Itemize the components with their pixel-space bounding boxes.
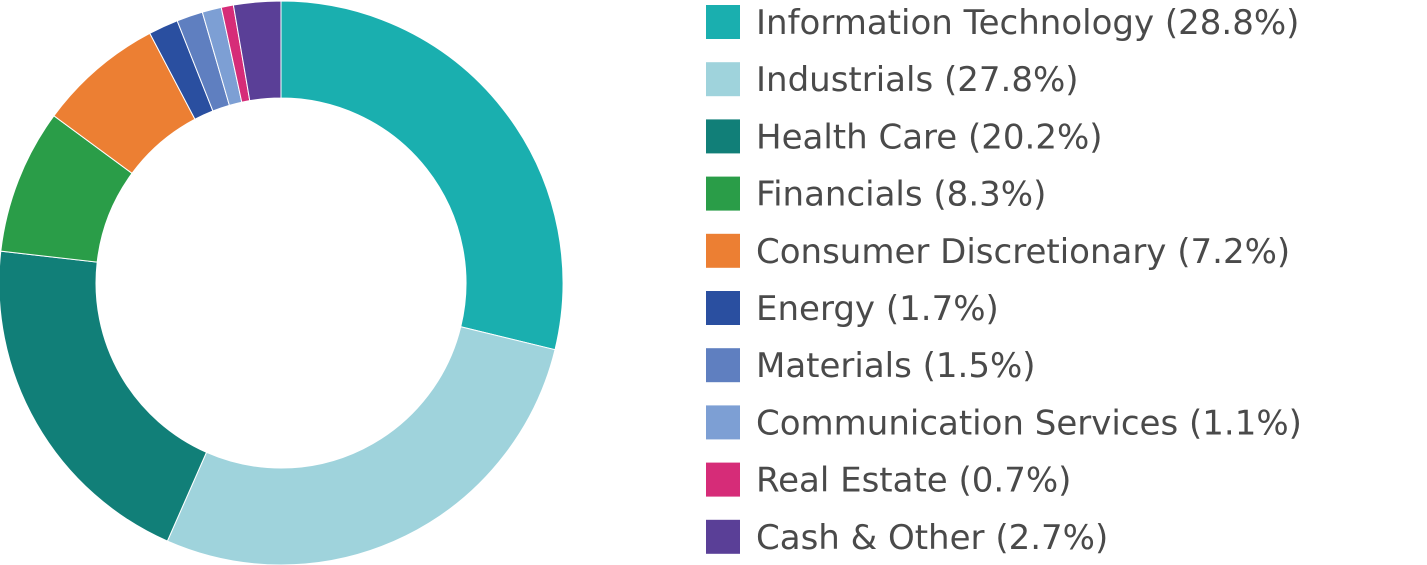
- legend-label: Information Technology (28.8%): [756, 3, 1299, 43]
- legend-label: Real Estate (0.7%): [756, 460, 1071, 500]
- legend-value: (0.7%): [959, 460, 1072, 500]
- legend-label: Health Care (20.2%): [756, 117, 1103, 157]
- legend-category: Cash & Other: [756, 517, 985, 557]
- donut-slice: [280, 0, 564, 351]
- legend-value: (8.3%): [933, 174, 1046, 214]
- legend-label: Consumer Discretionary (7.2%): [756, 231, 1290, 271]
- legend-swatch: [706, 233, 740, 268]
- legend-category: Communication Services: [756, 403, 1178, 443]
- legend-swatch: [706, 119, 740, 154]
- legend-category: Information Technology: [756, 3, 1154, 43]
- legend-value: (2.7%): [995, 517, 1108, 557]
- legend-category: Energy: [756, 289, 875, 329]
- legend-value: (1.1%): [1189, 403, 1302, 443]
- legend-value: (1.7%): [886, 289, 999, 329]
- legend-label: Financials (8.3%): [756, 174, 1046, 214]
- legend-category: Health Care: [756, 117, 957, 157]
- legend-swatch: [706, 291, 740, 325]
- donut-slice: [0, 250, 208, 542]
- legend-swatch: [706, 405, 740, 440]
- legend-swatch: [706, 5, 740, 39]
- legend-category: Financials: [756, 174, 923, 214]
- legend-label: Cash & Other (2.7%): [756, 517, 1108, 557]
- legend-category: Industrials: [756, 60, 933, 100]
- legend-value: (20.2%): [968, 117, 1103, 157]
- legend-swatch: [706, 176, 740, 211]
- legend-label: Communication Services (1.1%): [756, 403, 1302, 443]
- legend-value: (1.5%): [923, 346, 1036, 386]
- legend-value: (27.8%): [944, 60, 1079, 100]
- legend-label: Energy (1.7%): [756, 289, 999, 329]
- legend-value: (7.2%): [1177, 231, 1290, 271]
- legend-swatch: [706, 348, 740, 383]
- legend-category: Materials: [756, 346, 912, 386]
- legend-category: Real Estate: [756, 460, 948, 500]
- legend-swatch: [706, 62, 740, 97]
- legend-value: (28.8%): [1165, 3, 1300, 43]
- donut-slice: [166, 326, 556, 565]
- legend-swatch: [706, 462, 740, 497]
- legend-label: Industrials (27.8%): [756, 60, 1079, 100]
- legend-label: Materials (1.5%): [756, 346, 1036, 386]
- donut-slice: [232, 0, 282, 102]
- legend-swatch: [706, 519, 740, 554]
- legend-category: Consumer Discretionary: [756, 231, 1166, 271]
